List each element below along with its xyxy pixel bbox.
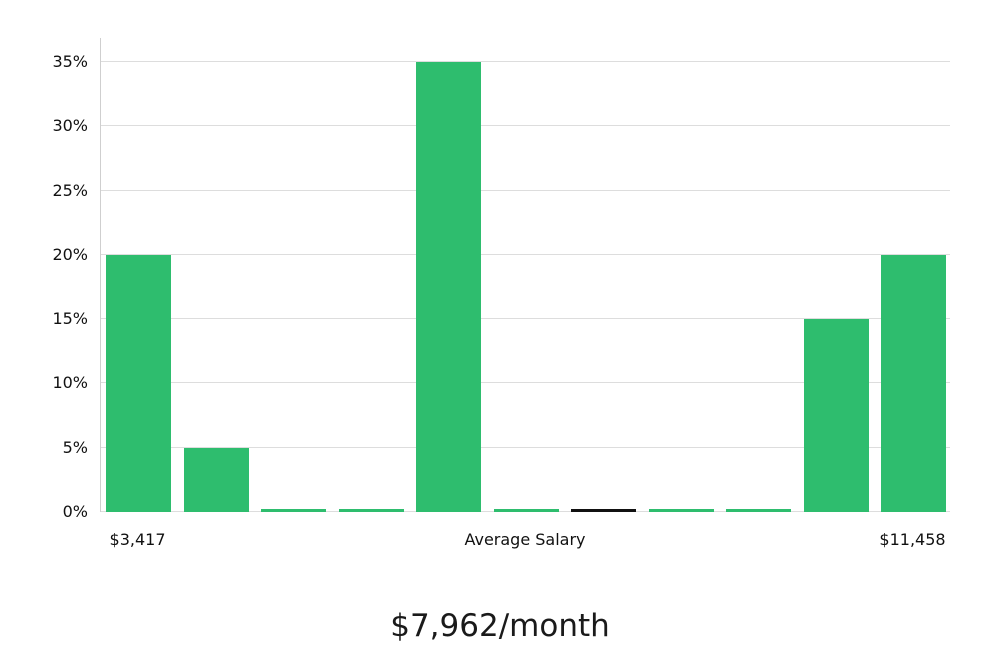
- y-axis-tick-label: 20%: [52, 244, 88, 264]
- y-axis-tick-label: 0%: [62, 502, 88, 521]
- y-axis-tick-label: 5%: [62, 437, 88, 457]
- y-axis-tick-label: 15%: [52, 309, 88, 329]
- histogram-bar: [106, 254, 171, 512]
- x-axis-tick-label: $11,458: [879, 530, 946, 549]
- y-axis-tick-label: 25%: [52, 180, 88, 200]
- average-salary-caption: $7,962/month: [390, 608, 610, 644]
- histogram-bar: [183, 447, 249, 512]
- salary-histogram-chart: 0% 5% 10% 15% 20% 25% 30% 35% $3,417 Average Sal…: [52, 38, 950, 549]
- y-axis-tick-label: 10%: [52, 373, 88, 393]
- gridline-35%: [101, 61, 950, 62]
- histogram-bar: [338, 509, 404, 512]
- y-axis-tick-label: 35%: [52, 52, 88, 71]
- histogram-bar: [261, 509, 326, 512]
- x-axis-tick-label: $3,417: [109, 530, 166, 549]
- average-marker-bar: [571, 509, 636, 512]
- histogram-bar: [493, 509, 559, 512]
- plot-area: [100, 38, 950, 512]
- histogram-bar: [803, 319, 869, 512]
- histogram-bar: [416, 62, 481, 512]
- gridline-10%: [101, 382, 950, 384]
- gridline-25%: [101, 189, 950, 191]
- x-axis-tick-label: Average Salary: [464, 530, 586, 549]
- y-axis-tick-label: 30%: [52, 116, 88, 136]
- histogram-bar: [881, 254, 946, 512]
- gridline-15%: [101, 318, 950, 320]
- gridline-5%: [101, 446, 950, 448]
- gridline-20%: [101, 253, 950, 255]
- histogram-bar: [726, 509, 791, 512]
- gridline-30%: [101, 125, 950, 127]
- histogram-bar: [648, 509, 714, 512]
